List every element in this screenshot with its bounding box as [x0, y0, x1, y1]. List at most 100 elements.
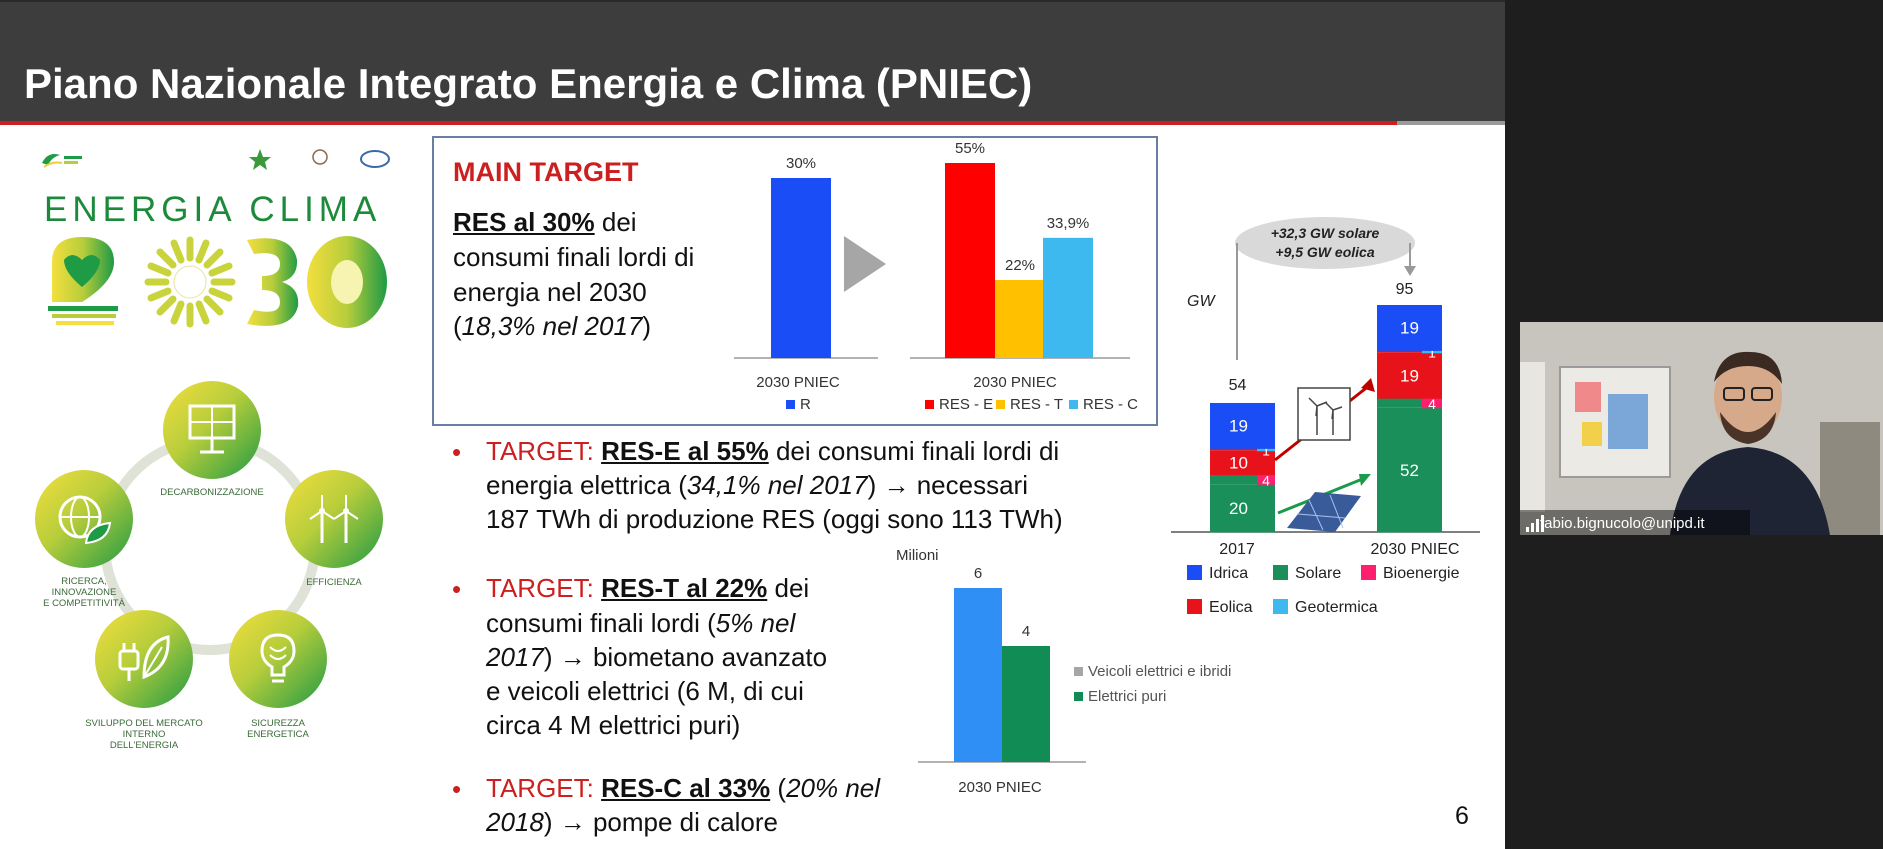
emblem-logo-icon: [312, 149, 328, 165]
decarbonizzazione-circle: [163, 381, 261, 479]
target2-line5: circa 4 M elettrici puri): [486, 710, 741, 740]
bubble-arrow-down-icon: [1404, 266, 1416, 276]
gw-bubble: [1235, 217, 1415, 269]
bullet-1: •: [452, 437, 462, 467]
main-target-line2: consumi finali lordi di: [453, 242, 695, 272]
vehicles-unit-label: Milioni: [896, 547, 939, 564]
res-e-legend-swatch: [925, 400, 934, 409]
target1-bold: RES-E al 55%: [601, 436, 769, 466]
gw-legend-label-solare: Solare: [1295, 565, 1341, 582]
sun-0-graphic: [144, 236, 236, 328]
wind-turbine-box: [1297, 387, 1351, 441]
gw-legend-label-geotermica: Geotermica: [1295, 599, 1378, 616]
sicurezza-label-line2: ENERGETICA: [247, 729, 309, 740]
participant-hair: [1714, 351, 1782, 384]
res-legend-label: R: [800, 396, 811, 413]
res-t-legend-label: RES - T: [1010, 396, 1063, 413]
eolica-arrowhead-icon: [1361, 378, 1375, 392]
gw-bar-2017-geotermica: [1257, 448, 1275, 452]
drawing-1: [1575, 382, 1601, 412]
mercato-label-line3: DELL'ENERGIA: [109, 740, 179, 751]
main-target-line4: (18,3% nel 2017): [453, 311, 652, 341]
globe-leaf-icon: [58, 495, 112, 545]
ricerca-label-line3: E COMPETITIVITÀ: [43, 598, 125, 609]
page-number: 6: [1455, 802, 1469, 830]
res-axis-label: 2030 PNIEC: [756, 374, 840, 391]
header-grey-line: [1397, 121, 1505, 125]
gw-label-2017-idrica: 19: [1229, 417, 1248, 436]
target3-prefix: TARGET:: [486, 773, 602, 803]
mercato-label: SVILUPPO DEL MERCATO INTERNO DELL'ENERGI…: [69, 718, 219, 751]
res-t-legend-swatch: [996, 400, 1005, 409]
gw-axis-label-2017: 2017: [1219, 541, 1255, 558]
solar-panel-image-icon: [1287, 492, 1361, 532]
name-bar: [1520, 510, 1750, 535]
participant-video[interactable]: [1520, 322, 1883, 535]
res-legend-swatch: [786, 400, 795, 409]
wind-turbines-icon: [1308, 397, 1343, 435]
ricerca-label-line2: INNOVAZIONE: [51, 587, 117, 598]
solare-arrowhead-icon: [1359, 474, 1371, 486]
target3-line2: 2018) → pompe di calore: [486, 807, 778, 837]
target2-line1: TARGET: RES-T al 22% dei: [486, 573, 810, 603]
elettrici-puri-legend-label: Elettrici puri: [1088, 688, 1166, 705]
gw-label-2017-geotermica: 1: [1262, 443, 1270, 459]
gw-bar-2017-solare: [1210, 484, 1275, 533]
ricerca-circle: [35, 470, 133, 568]
gw-0-geotermica-bg: [1210, 448, 1275, 451]
slide-header: [0, 0, 1505, 122]
shelf: [1820, 422, 1880, 535]
participant-face: [1714, 355, 1782, 439]
res-e-legend-label: RES - E: [939, 396, 993, 413]
sicurezza-label: SICUREZZA ENERGETICA: [203, 718, 353, 740]
header-red-line: [0, 121, 1397, 125]
target2-prefix: TARGET:: [486, 573, 602, 603]
veicoli-ibridi-legend-swatch: [1074, 667, 1083, 676]
gw-total-2017: 54: [1229, 377, 1247, 394]
participant-name: fabio.bignucolo@unipd.it: [1540, 515, 1705, 532]
gw-0-bioenergie-bg: [1210, 474, 1275, 485]
target1-line1: TARGET: RES-E al 55% dei consumi finali …: [486, 436, 1060, 466]
bullet-2: •: [452, 574, 462, 604]
efficienza-label: EFFICIENZA: [306, 577, 362, 588]
elettrici-puri-legend-swatch: [1074, 692, 1083, 701]
star-logo-icon: [249, 149, 271, 170]
vehicles-axis-label: 2030 PNIEC: [958, 779, 1042, 796]
energia-clima-title: ENERGIA CLIMA: [44, 190, 382, 229]
res-c-legend-swatch: [1069, 400, 1078, 409]
gw-label-2017-eolica: 10: [1229, 454, 1248, 473]
gw-bar-2017-bioenergie: [1257, 474, 1275, 485]
slide: Piano Nazionale Integrato Energia e Clim…: [0, 0, 1505, 849]
main-target-2017-value: 18,3% nel 2017: [461, 311, 643, 341]
res-charts: 30% 2030 PNIEC R 55% 22% 33,9% 2030 PNIEC RES …: [734, 140, 1138, 413]
target1-prefix: TARGET:: [486, 436, 602, 466]
gw-axis-label-2030: 2030 PNIEC: [1371, 541, 1460, 558]
target2-line3: 2017) → biometano avanzato: [486, 642, 828, 672]
veicoli-ibridi-value-label: 6: [974, 565, 982, 582]
decarbonizzazione-label: DECARBONIZZAZIONE: [160, 487, 264, 498]
digit-3-graphic: [247, 238, 299, 326]
gw-unit-label: GW: [1187, 293, 1216, 310]
energia-clima-small-logo: [38, 149, 86, 176]
target1-line3: 187 TWh di produzione RES (oggi sono 113…: [486, 504, 1063, 534]
ministry-logo-icon: [360, 150, 390, 168]
res-c-legend-label: RES - C: [1083, 396, 1138, 413]
gw-legend-swatch-idrica: [1187, 565, 1202, 580]
drawing-2: [1608, 394, 1648, 449]
gw-label-2030-eolica: 19: [1400, 366, 1419, 385]
target3-bold: RES-C al 33%: [601, 773, 771, 803]
main-target-line3: energia nel 2030: [453, 277, 647, 307]
gw-bar-2030-solare: [1377, 407, 1442, 533]
res-value-label: 30%: [786, 155, 816, 172]
gw-bubble-line2: +9,5 GW eolica: [1275, 244, 1374, 260]
target2-line2: consumi finali lordi (5% nel: [486, 608, 796, 638]
solar-panel-icon: [188, 404, 236, 454]
gw-bar-2017-idrica: [1210, 402, 1275, 449]
gw-1-geotermica-bg: [1377, 350, 1442, 353]
gw-chart: 20 4 10 1 19 52 4 19 1 19 54 95 GW +32,3 GW solare +9,…: [1171, 217, 1480, 616]
res-e-bar: [945, 163, 995, 358]
gw-bubble-line1: +32,3 GW solare: [1271, 225, 1380, 241]
main-target-line1: RES al 30% dei: [453, 207, 637, 238]
mercato-label-line2: INTERNO: [122, 729, 166, 740]
gw-legend-label-idrica: Idrica: [1209, 565, 1248, 582]
